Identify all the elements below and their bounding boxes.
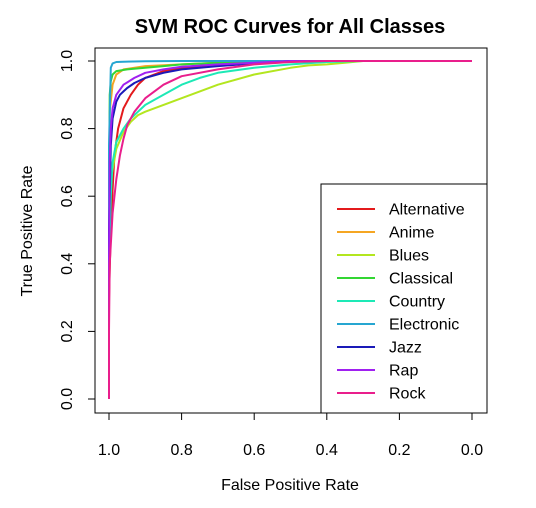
legend-label-rap: Rap (389, 363, 418, 380)
x-tick-label: 0.2 (388, 442, 410, 459)
series-line-electronic (108, 60, 472, 399)
series-line-blues (108, 60, 472, 399)
series-line-rap (108, 60, 472, 399)
legend-label-alternative: Alternative (389, 202, 465, 219)
series-line-country (108, 60, 472, 399)
x-tick-label: 0.6 (243, 442, 265, 459)
legend-label-electronic: Electronic (389, 317, 459, 334)
legend-box (320, 183, 488, 414)
y-tick-label: 0.8 (59, 117, 76, 139)
y-tick-label: 0.6 (59, 185, 76, 207)
legend-label-anime: Anime (389, 225, 434, 242)
legend-label-jazz: Jazz (389, 340, 422, 357)
y-tick-label: 1.0 (59, 50, 76, 72)
y-tick-label: 0.2 (59, 320, 76, 342)
y-tick-label: 0.4 (59, 253, 76, 275)
legend-label-rock: Rock (389, 386, 426, 403)
x-tick-label: 0.0 (461, 442, 483, 459)
legend-label-classical: Classical (389, 271, 453, 288)
y-axis: 0.0 0.2 0.4 0.6 0.8 1.0 (59, 50, 96, 410)
chart-title: SVM ROC Curves for All Classes (135, 16, 445, 38)
x-tick-label: 0.8 (170, 442, 192, 459)
x-axis-label: False Positive Rate (221, 477, 359, 494)
x-axis: 1.0 0.8 0.6 0.4 0.2 0.0 (98, 412, 483, 459)
series-group (108, 60, 472, 399)
y-tick-label: 0.0 (59, 388, 76, 410)
x-tick-label: 0.4 (316, 442, 338, 459)
y-axis-label: True Positive Rate (19, 165, 36, 296)
legend-label-blues: Blues (389, 248, 429, 265)
legend: Alternative Anime Blues Classical Country Ele… (320, 183, 488, 414)
series-line-rock (108, 60, 472, 399)
legend-label-country: Country (389, 294, 445, 311)
x-tick-label: 1.0 (98, 442, 120, 459)
